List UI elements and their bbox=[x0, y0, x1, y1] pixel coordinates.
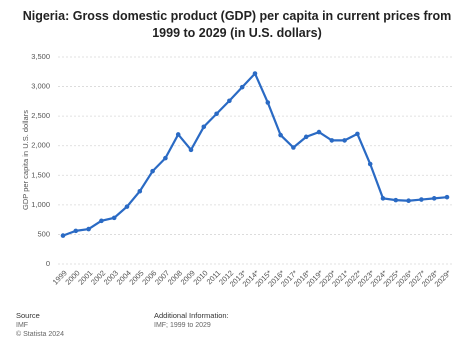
point bbox=[60, 233, 66, 238]
point bbox=[393, 197, 399, 203]
point bbox=[406, 198, 411, 204]
point bbox=[214, 111, 219, 117]
source-text: IMF bbox=[16, 322, 28, 329]
y-tick-label: 2,000 bbox=[31, 141, 50, 150]
copyright: © Statista 2024 bbox=[16, 330, 64, 338]
point bbox=[99, 218, 104, 224]
point bbox=[111, 215, 117, 221]
point bbox=[444, 194, 450, 200]
y-tick-label: 1,500 bbox=[31, 170, 50, 179]
chart-title: Nigeria: Gross domestic product (GDP) pe… bbox=[22, 9, 452, 40]
y-axis-label: GDP per capita in U.S. dollars bbox=[21, 110, 30, 210]
point bbox=[291, 145, 296, 150]
line bbox=[62, 71, 448, 237]
y-tick-label: 3,500 bbox=[31, 52, 50, 61]
point bbox=[355, 131, 360, 137]
point bbox=[380, 196, 386, 201]
point bbox=[227, 98, 232, 104]
point bbox=[342, 138, 347, 143]
point bbox=[316, 129, 322, 135]
info-heading: Additional Information: bbox=[154, 311, 229, 320]
y-tick-label: 500 bbox=[37, 229, 50, 238]
point bbox=[175, 132, 181, 137]
y-tick-label: 0 bbox=[46, 259, 50, 268]
point bbox=[329, 138, 335, 143]
point bbox=[265, 100, 271, 105]
point bbox=[367, 161, 373, 167]
point bbox=[431, 196, 437, 201]
point bbox=[124, 204, 130, 209]
point bbox=[201, 124, 207, 130]
point bbox=[150, 168, 155, 174]
point bbox=[137, 188, 143, 194]
point bbox=[188, 147, 194, 153]
y-tick-label: 1,000 bbox=[31, 200, 50, 209]
source-heading: Source bbox=[16, 311, 40, 320]
y-tick-label: 3,000 bbox=[31, 82, 50, 91]
point bbox=[278, 132, 283, 138]
y-tick-label: 2,500 bbox=[31, 111, 50, 120]
point bbox=[252, 71, 258, 76]
point bbox=[86, 226, 91, 232]
point bbox=[303, 134, 309, 140]
point bbox=[239, 84, 245, 90]
info-text: IMF; 1999 to 2029 bbox=[154, 322, 211, 329]
point bbox=[163, 155, 168, 161]
point bbox=[73, 228, 79, 234]
point bbox=[419, 197, 424, 202]
